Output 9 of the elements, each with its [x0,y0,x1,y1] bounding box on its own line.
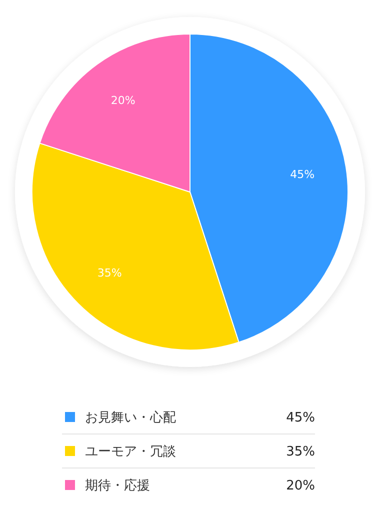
legend-label: ユーモア・冗談 [85,444,176,460]
legend-label: お見舞い・心配 [85,410,176,426]
legend-label: 期待・応援 [85,478,150,494]
data-label: 20% [110,94,136,107]
text: 45% [286,410,315,426]
data-label: 45% [290,168,315,182]
data-label: 35% [97,266,122,280]
text: 20% [286,478,315,494]
text: 35% [286,444,315,460]
